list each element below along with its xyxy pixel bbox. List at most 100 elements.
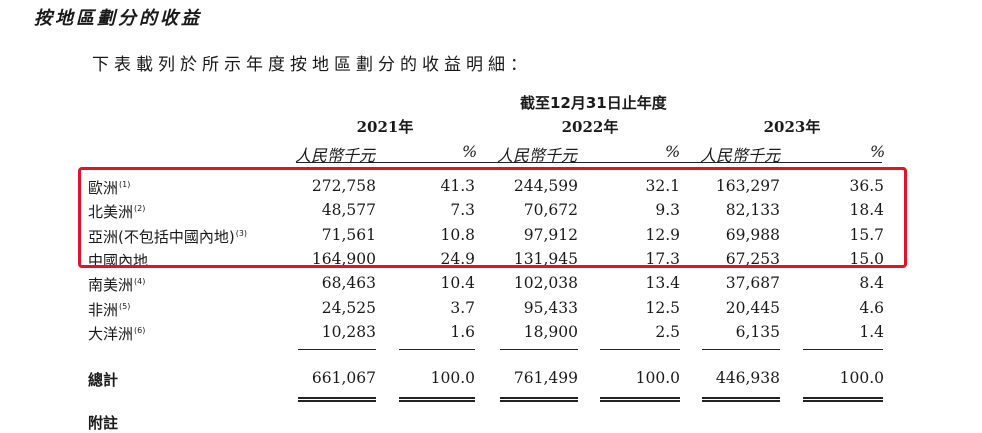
percent-cell: 9.3 [655, 201, 680, 220]
percent-cell: 2.5 [655, 322, 680, 341]
region-label: 歐洲(1) [88, 177, 130, 198]
percent-cell: 3.7 [450, 298, 475, 317]
amount-cell: 68,463 [321, 274, 376, 293]
total-double-line [500, 397, 578, 402]
percent-cell: 36.5 [849, 177, 884, 195]
percent-cell: 1.6 [450, 322, 475, 341]
total-cell: 100.0 [430, 369, 475, 387]
table-row: 亞洲(不包括中國內地)(3) 71,561 10.8 97,912 12.9 69,988… [0, 226, 982, 250]
header-amount-2021: 人民幣千元 [295, 146, 376, 165]
region-label: 亞洲(不包括中國內地)(3) [88, 226, 247, 247]
amount-cell: 102,038 [513, 274, 578, 293]
section-title: 按地區劃分的收益 [34, 8, 202, 29]
intro-text: 下表載列於所示年度按地區劃分的收益明細： [92, 55, 532, 75]
region-label: 北美洲(2) [88, 201, 145, 222]
total-double-line [702, 397, 780, 402]
table-row: 非洲(5) 24,525 3.7 95,433 12.5 20,445 4.6 [0, 299, 982, 323]
region-name: 非洲 [88, 300, 119, 319]
amount-cell: 272,758 [311, 177, 376, 195]
total-double-line [600, 397, 680, 402]
header-amount-2023: 人民幣千元 [700, 146, 781, 165]
region-name: 南美洲 [88, 276, 134, 295]
percent-cell: 12.5 [645, 298, 680, 317]
region-name: 亞洲(不包括中國內地) [88, 227, 235, 246]
region-name: 歐洲 [88, 179, 119, 197]
subtotal-line [600, 349, 680, 350]
amount-cell: 164,900 [311, 249, 376, 268]
percent-cell: 24.9 [440, 249, 475, 268]
amount-cell: 20,445 [725, 298, 780, 317]
region-name: 北美洲 [88, 203, 134, 222]
total-double-line [803, 397, 883, 402]
year-2021: 2021年 [356, 118, 414, 136]
amount-cell: 131,945 [513, 249, 578, 268]
percent-cell: 10.8 [440, 225, 475, 244]
header-percent-2021: % [462, 142, 478, 161]
total-double-line [298, 397, 376, 402]
subtotal-line [298, 349, 376, 350]
table-row: 北美洲(2) 48,577 7.3 70,672 9.3 82,133 18.4 [0, 201, 982, 225]
amount-cell: 82,133 [725, 201, 780, 220]
header-amount-2022: 人民幣千元 [497, 146, 578, 165]
percent-cell: 15.0 [849, 249, 884, 268]
total-cell: 761,499 [513, 369, 578, 387]
amount-cell: 70,672 [523, 201, 578, 220]
footnote-marker: (5) [119, 301, 131, 311]
footnote-marker: (2) [134, 204, 146, 214]
total-row: 總計 661,067 100.0 761,499 100.0 446,938 1… [0, 369, 982, 393]
year-2022: 2022年 [561, 118, 619, 136]
percent-cell: 8.4 [859, 274, 884, 293]
header-underline [296, 162, 882, 163]
percent-cell: 10.4 [440, 274, 475, 293]
amount-cell: 71,561 [321, 225, 376, 244]
footnote-marker: (4) [134, 277, 146, 287]
footnote-marker: (3) [235, 228, 248, 238]
percent-cell: 15.7 [849, 225, 884, 244]
region-label: 南美洲(4) [88, 274, 145, 295]
amount-cell: 244,599 [513, 177, 578, 195]
percent-cell: 7.3 [450, 201, 475, 220]
amount-cell: 69,988 [725, 225, 780, 244]
region-label: 大洋洲(6) [88, 323, 145, 344]
subtotal-line [500, 349, 578, 350]
amount-cell: 95,433 [523, 298, 578, 317]
table-row: 南美洲(4) 68,463 10.4 102,038 13.4 37,687 8.4 [0, 274, 982, 298]
subtotal-line [803, 349, 883, 350]
header-percent-2023: % [870, 142, 886, 161]
table-row: 大洋洲(6) 10,283 1.6 18,900 2.5 6,135 1.4 [0, 323, 982, 347]
percent-cell: 12.9 [645, 225, 680, 244]
percent-cell: 13.4 [645, 274, 680, 293]
region-label: 非洲(5) [88, 299, 130, 320]
total-cell: 661,067 [311, 369, 376, 387]
amount-cell: 18,900 [523, 322, 578, 341]
amount-cell: 67,253 [725, 249, 780, 268]
amount-cell: 48,577 [321, 201, 376, 220]
subtotal-line [399, 349, 475, 350]
total-cell: 100.0 [839, 369, 884, 387]
amount-cell: 37,687 [725, 274, 780, 293]
percent-cell: 4.6 [859, 298, 884, 317]
highlight-box [78, 167, 907, 268]
percent-cell: 18.4 [849, 201, 884, 220]
table-row: 中國內地 164,900 24.9 131,945 17.3 67,253 15.0 [0, 250, 982, 274]
amount-cell: 24,525 [321, 298, 376, 317]
percent-cell: 1.4 [859, 322, 884, 341]
total-cell: 446,938 [715, 369, 780, 387]
amount-cell: 163,297 [715, 177, 780, 195]
table-row: 歐洲(1) 272,758 41.3 244,599 32.1 163,297 36.5 [0, 177, 982, 201]
percent-cell: 32.1 [645, 177, 680, 195]
footnote-marker: (1) [119, 180, 131, 189]
period-label: 截至12月31日止年度 [520, 94, 667, 112]
total-cell: 100.0 [635, 369, 680, 387]
subtotal-line [702, 349, 780, 350]
percent-cell: 17.3 [645, 249, 680, 268]
amount-cell: 97,912 [523, 225, 578, 244]
footnote-marker: (6) [134, 325, 146, 335]
total-double-line [399, 397, 475, 402]
header-percent-2022: % [665, 142, 681, 161]
amount-cell: 6,135 [735, 322, 780, 341]
year-2023: 2023年 [763, 118, 821, 136]
percent-cell: 41.3 [440, 177, 475, 195]
region-name: 大洋洲 [88, 324, 134, 343]
amount-cell: 10,283 [321, 322, 376, 341]
